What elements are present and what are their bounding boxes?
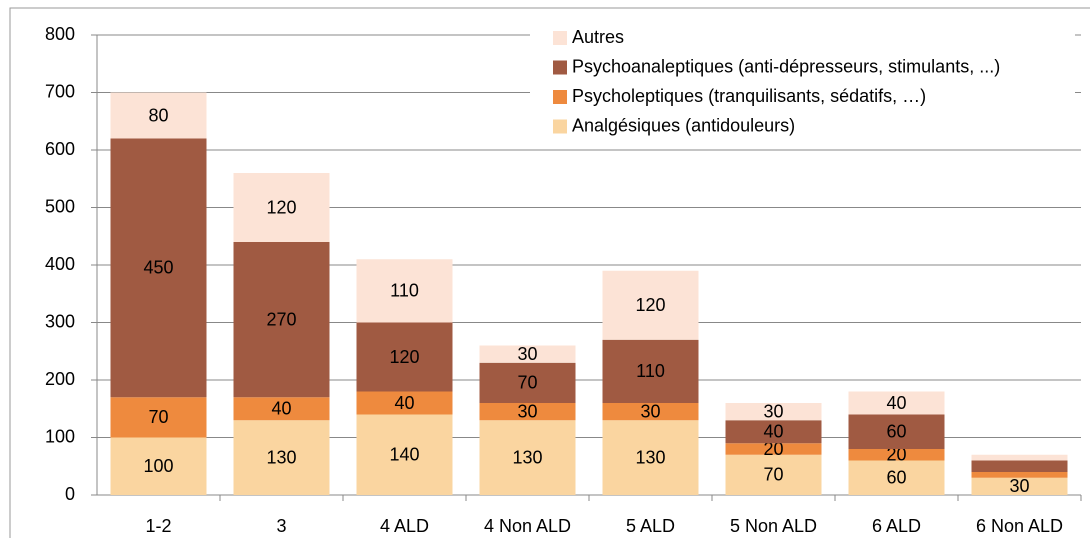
data-label: 270 [266, 309, 296, 329]
bar-segment [971, 477, 1068, 495]
y-tick-label: 200 [45, 369, 75, 389]
y-tick-label: 100 [45, 426, 75, 446]
data-label: 100 [143, 456, 173, 476]
data-label: 30 [517, 344, 537, 364]
data-label: 450 [143, 258, 173, 278]
legend-swatch [553, 90, 567, 104]
bar-segment [971, 472, 1068, 478]
bar-segment [971, 460, 1068, 472]
bar-segment [233, 420, 330, 495]
data-label: 40 [271, 399, 291, 419]
legend-box [530, 28, 1075, 148]
legend-label: Psycholeptiques (tranquilisants, sédatif… [572, 86, 926, 106]
x-tick-label: 6 Non ALD [976, 516, 1063, 536]
y-tick-label: 400 [45, 254, 75, 274]
data-label: 80 [148, 105, 168, 125]
bar-segment [725, 443, 822, 455]
data-label: 110 [390, 281, 419, 301]
bar-segment [233, 397, 330, 421]
data-label: 140 [389, 445, 419, 465]
data-label: 20 [886, 445, 906, 465]
x-tick-label: 4 Non ALD [484, 516, 571, 536]
data-label: 30 [1009, 476, 1029, 496]
bar-segment [479, 403, 576, 421]
data-label: 30 [517, 401, 537, 421]
bar-segment [602, 420, 699, 495]
x-tick-label: 1-2 [145, 516, 171, 536]
data-label: 130 [635, 447, 665, 467]
chart-frame [9, 7, 1090, 543]
data-label: 130 [266, 447, 296, 467]
data-label: 120 [635, 295, 665, 315]
data-label: 120 [389, 347, 419, 367]
y-tick-label: 300 [45, 311, 75, 331]
data-label: 40 [886, 393, 906, 413]
y-tick-label: 500 [45, 196, 75, 216]
bar-segment [971, 454, 1068, 461]
data-label: 120 [266, 197, 296, 217]
bar-segment [602, 339, 699, 403]
bar-segment [356, 391, 453, 415]
bar-segment [848, 449, 945, 461]
bar-segment [356, 322, 453, 392]
data-label: 70 [517, 373, 537, 393]
data-label: 30 [640, 401, 660, 421]
bar-segment [602, 270, 699, 340]
x-tick-label: 5 Non ALD [730, 516, 817, 536]
bar-segment [479, 420, 576, 495]
legend-swatch [553, 119, 567, 134]
legend-label: Autres [572, 27, 624, 47]
bar-segment [479, 362, 576, 403]
bar-segment [848, 414, 945, 449]
bar-segment [110, 138, 207, 398]
bar-segment [110, 92, 207, 139]
bar-segment [602, 403, 699, 421]
legend-label: Psychoanaleptiques (anti-dépresseurs, st… [572, 56, 1000, 76]
legend-swatch [553, 60, 567, 75]
x-tick-label: 5 ALD [626, 516, 675, 536]
bar-segment [233, 173, 330, 242]
data-label: 60 [886, 422, 906, 442]
bar-segment [233, 242, 330, 398]
bar-segment [848, 391, 945, 415]
bar-segment [725, 420, 822, 444]
x-tick-label: 6 ALD [872, 516, 921, 536]
bar-segment [110, 437, 207, 495]
data-label: 40 [394, 393, 414, 413]
data-label: 40 [763, 422, 783, 442]
bar-segment [725, 454, 822, 495]
y-tick-label: 600 [45, 139, 75, 159]
legend-swatch [553, 31, 567, 45]
data-label: 30 [763, 401, 783, 421]
data-label: 130 [512, 447, 542, 467]
bar-segment [356, 414, 453, 495]
y-tick-label: 700 [45, 81, 75, 101]
bar-segment [848, 460, 945, 495]
data-label: 70 [763, 465, 783, 485]
bar-segment [479, 345, 576, 363]
data-label: 110 [636, 361, 665, 381]
bar-segment [725, 403, 822, 421]
y-tick-label: 800 [45, 24, 75, 44]
bar-segment [110, 397, 207, 438]
data-label: 70 [148, 407, 168, 427]
x-tick-label: 4 ALD [380, 516, 429, 536]
data-label: 60 [886, 468, 906, 488]
x-tick-label: 3 [276, 516, 286, 536]
y-tick-label: 0 [65, 484, 75, 504]
legend-label: Analgésiques (antidouleurs) [572, 115, 795, 135]
bar-segment [356, 259, 453, 323]
data-label: 20 [763, 439, 783, 459]
